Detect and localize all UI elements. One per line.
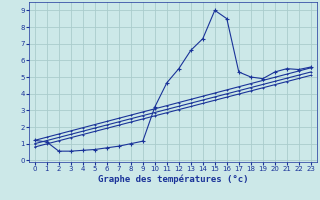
X-axis label: Graphe des températures (°c): Graphe des températures (°c) [98, 175, 248, 184]
